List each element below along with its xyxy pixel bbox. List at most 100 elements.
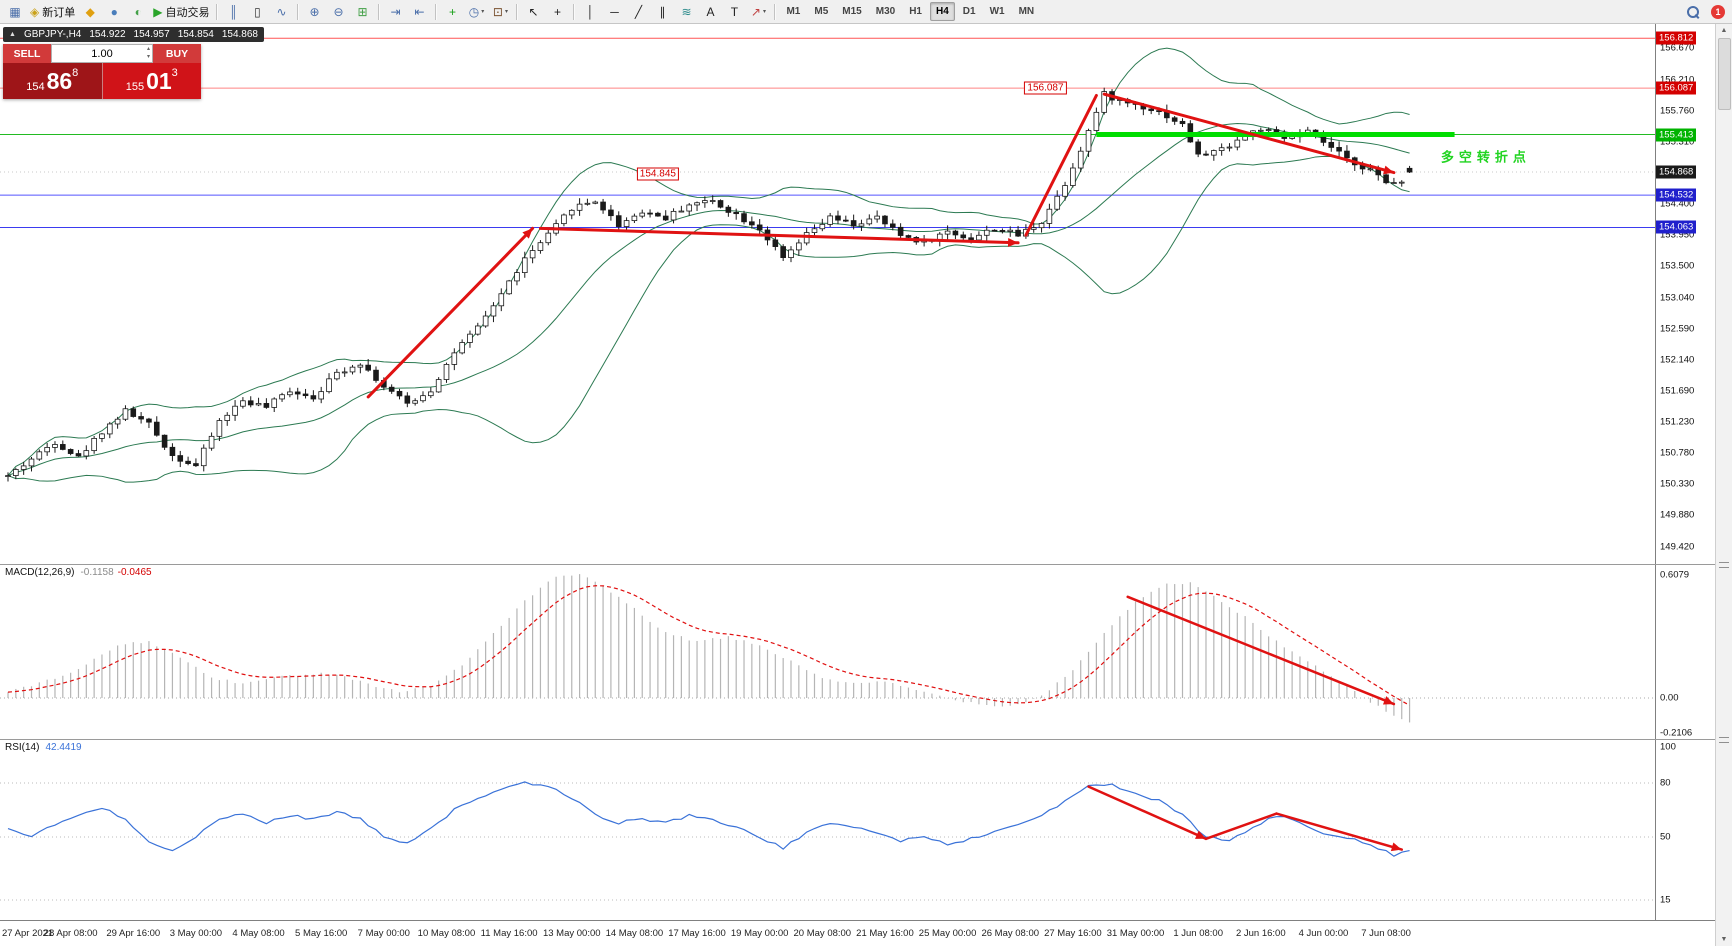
bar-chart-icon: ║	[229, 4, 238, 19]
axis-tick: 0.6079	[1660, 569, 1690, 581]
crosshair-button[interactable]: +	[546, 2, 568, 22]
pane-splitter[interactable]	[1719, 737, 1729, 743]
channel-button[interactable]: ∥	[651, 2, 673, 22]
axis-tick: 50	[1660, 831, 1671, 843]
trendline-button[interactable]: ╱	[627, 2, 649, 22]
rsi-canvas[interactable]	[0, 740, 1655, 920]
line-chart-icon: ∿	[276, 4, 287, 19]
ohlc-close: 154.868	[221, 29, 258, 40]
horizontal-line-icon: ─	[610, 4, 619, 19]
price-badge: 155.413	[1656, 128, 1697, 142]
autotrading-button[interactable]: ▶ 自动交易	[151, 2, 211, 22]
axis-tick: 155.760	[1660, 105, 1695, 117]
buy-price[interactable]: 155 01 3	[102, 63, 201, 99]
price-badge: 156.812	[1656, 31, 1697, 45]
toolbar-separator	[435, 3, 437, 20]
chart-shift-button[interactable]: ⇤	[408, 2, 430, 22]
tile-windows-icon: ⊞	[357, 4, 368, 19]
candlestick-chart-button[interactable]: ▯	[246, 2, 268, 22]
template-button[interactable]: ⊡ ▾	[489, 2, 511, 22]
volume-input[interactable]: 1.00 ▴ ▾	[51, 44, 153, 63]
label-button[interactable]: T	[723, 2, 745, 22]
arrows-icon: ↗	[750, 4, 761, 19]
arrows-button[interactable]: ↗ ▾	[747, 2, 769, 22]
collapse-trade-panel-icon[interactable]: ▲	[9, 31, 16, 38]
time-tick: 21 May 16:00	[856, 928, 914, 939]
ohlc-open: 154.922	[89, 29, 126, 40]
volume-spinner[interactable]: ▴ ▾	[146, 46, 150, 61]
bar-chart-button[interactable]: ║	[222, 2, 244, 22]
text-icon: A	[706, 4, 715, 19]
axis-tick: 156.670	[1660, 42, 1695, 54]
fibonacci-button[interactable]: ≋	[675, 2, 697, 22]
new-order-button[interactable]: ◈ 新订单	[28, 2, 77, 22]
price-callout: 154.845	[636, 167, 679, 181]
timeframe-h1[interactable]: H1	[909, 6, 922, 17]
time-tick: 26 May 08:00	[981, 928, 1040, 939]
market-watch-button[interactable]: ●	[103, 2, 125, 22]
time-tick: 2 Jun 16:00	[1235, 928, 1286, 939]
text-button[interactable]: A	[699, 2, 721, 22]
time-axis[interactable]: 27 Apr 2021 28 Apr 08:00 29 Apr 16:00 3 May…	[0, 920, 1715, 946]
auto-scroll-button[interactable]: ⇥	[384, 2, 406, 22]
time-tick: 7 May 00:00	[357, 928, 410, 939]
rsi-pane[interactable]: RSI(14) 42.4419	[0, 740, 1655, 920]
macd-pane[interactable]: MACD(12,26,9) -0.1158 -0.0465	[0, 565, 1655, 740]
pane-splitter[interactable]	[1719, 562, 1729, 568]
toolbar-buttons: ▦ ◈ 新订单 ◆ ● ◐ ▶ 自动交易 ║ ▯ ∿ ⊕ ⊖ ⊞ ⇥ ⇤ + ◷ ▾ ⊡ ▾ ↖ + │ ─ ╱ ∥ ≋ A T ↗ ▾ M1 M…	[3, 0, 1041, 23]
candlestick-chart-icon: ▯	[254, 4, 261, 19]
time-tick: 4 Jun 00:00	[1298, 928, 1349, 939]
timeframe-d1[interactable]: D1	[962, 6, 976, 17]
axis-tick: 80	[1660, 777, 1671, 789]
scroll-up-arrow[interactable]: ▲	[1720, 27, 1728, 34]
macd-canvas[interactable]	[0, 565, 1655, 740]
zoom-in-button[interactable]: ⊕	[303, 2, 325, 22]
timeframe-h4[interactable]: H4	[929, 2, 955, 21]
one-click-trading-panel: SELL 1.00 ▴ ▾ BUY 154 86 8 155 01 3	[3, 44, 201, 99]
chevron-down-icon: ▾	[481, 9, 485, 15]
sell-button[interactable]: SELL	[3, 44, 51, 63]
time-tick: 20 May 08:00	[793, 928, 852, 939]
sell-price[interactable]: 154 86 8	[3, 63, 103, 99]
axis-tick: 153.500	[1660, 260, 1695, 272]
price-badge: 156.087	[1656, 81, 1697, 95]
scrollbar-thumb[interactable]	[1718, 38, 1731, 110]
timeframe-mn[interactable]: MN	[1018, 6, 1035, 17]
add-indicator-button[interactable]: +	[441, 2, 463, 22]
buy-button[interactable]: BUY	[153, 44, 201, 63]
timeframe-w1[interactable]: W1	[989, 6, 1005, 17]
price-axis[interactable]: 156.670156.210155.760155.310154.860154.4…	[1655, 24, 1715, 946]
search-button[interactable]	[1682, 2, 1704, 22]
zoom-out-button[interactable]: ⊖	[327, 2, 349, 22]
symbol-period: GBPJPY-,H4	[23, 29, 82, 40]
axis-tick: 15	[1660, 894, 1671, 906]
macd-header: MACD(12,26,9) -0.1158 -0.0465	[5, 567, 152, 578]
navigator-button[interactable]: ◐	[127, 2, 149, 22]
line-chart-button[interactable]: ∿	[270, 2, 292, 22]
timeframe-m30[interactable]: M30	[875, 6, 896, 17]
main-chart-pane[interactable]: ▲ GBPJPY-,H4 154.922 154.957 154.854 154…	[0, 24, 1655, 565]
new-chart-button[interactable]: ▦	[4, 2, 26, 22]
main-chart-canvas[interactable]	[0, 24, 1655, 565]
scroll-down-arrow[interactable]: ▼	[1720, 936, 1728, 943]
cursor-button[interactable]: ↖	[522, 2, 544, 22]
time-tick: 27 Apr 2021	[2, 928, 54, 939]
tile-windows-button[interactable]: ⊞	[351, 2, 373, 22]
vertical-scrollbar[interactable]: ▲ ▼	[1715, 24, 1732, 946]
horizontal-line-button[interactable]: ─	[603, 2, 625, 22]
axis-tick: 153.040	[1660, 292, 1695, 304]
timeframe-m5[interactable]: M5	[814, 6, 829, 17]
fibonacci-icon: ≋	[681, 4, 692, 19]
axis-tick: 100	[1660, 741, 1676, 753]
time-tick: 1 Jun 08:00	[1173, 928, 1223, 939]
vertical-line-button[interactable]: │	[579, 2, 601, 22]
timeframe-m1[interactable]: M1	[786, 6, 801, 17]
periods-button[interactable]: ◷ ▾	[465, 2, 487, 22]
price-badge: 154.532	[1656, 188, 1697, 202]
cursor-icon: ↖	[528, 4, 539, 19]
timeframe-m15[interactable]: M15	[842, 6, 862, 17]
charts-button[interactable]: ◆	[79, 2, 101, 22]
time-tick: 25 May 00:00	[918, 928, 977, 939]
notification-badge[interactable]: 1	[1711, 4, 1725, 19]
toolbar-separator	[378, 3, 380, 20]
